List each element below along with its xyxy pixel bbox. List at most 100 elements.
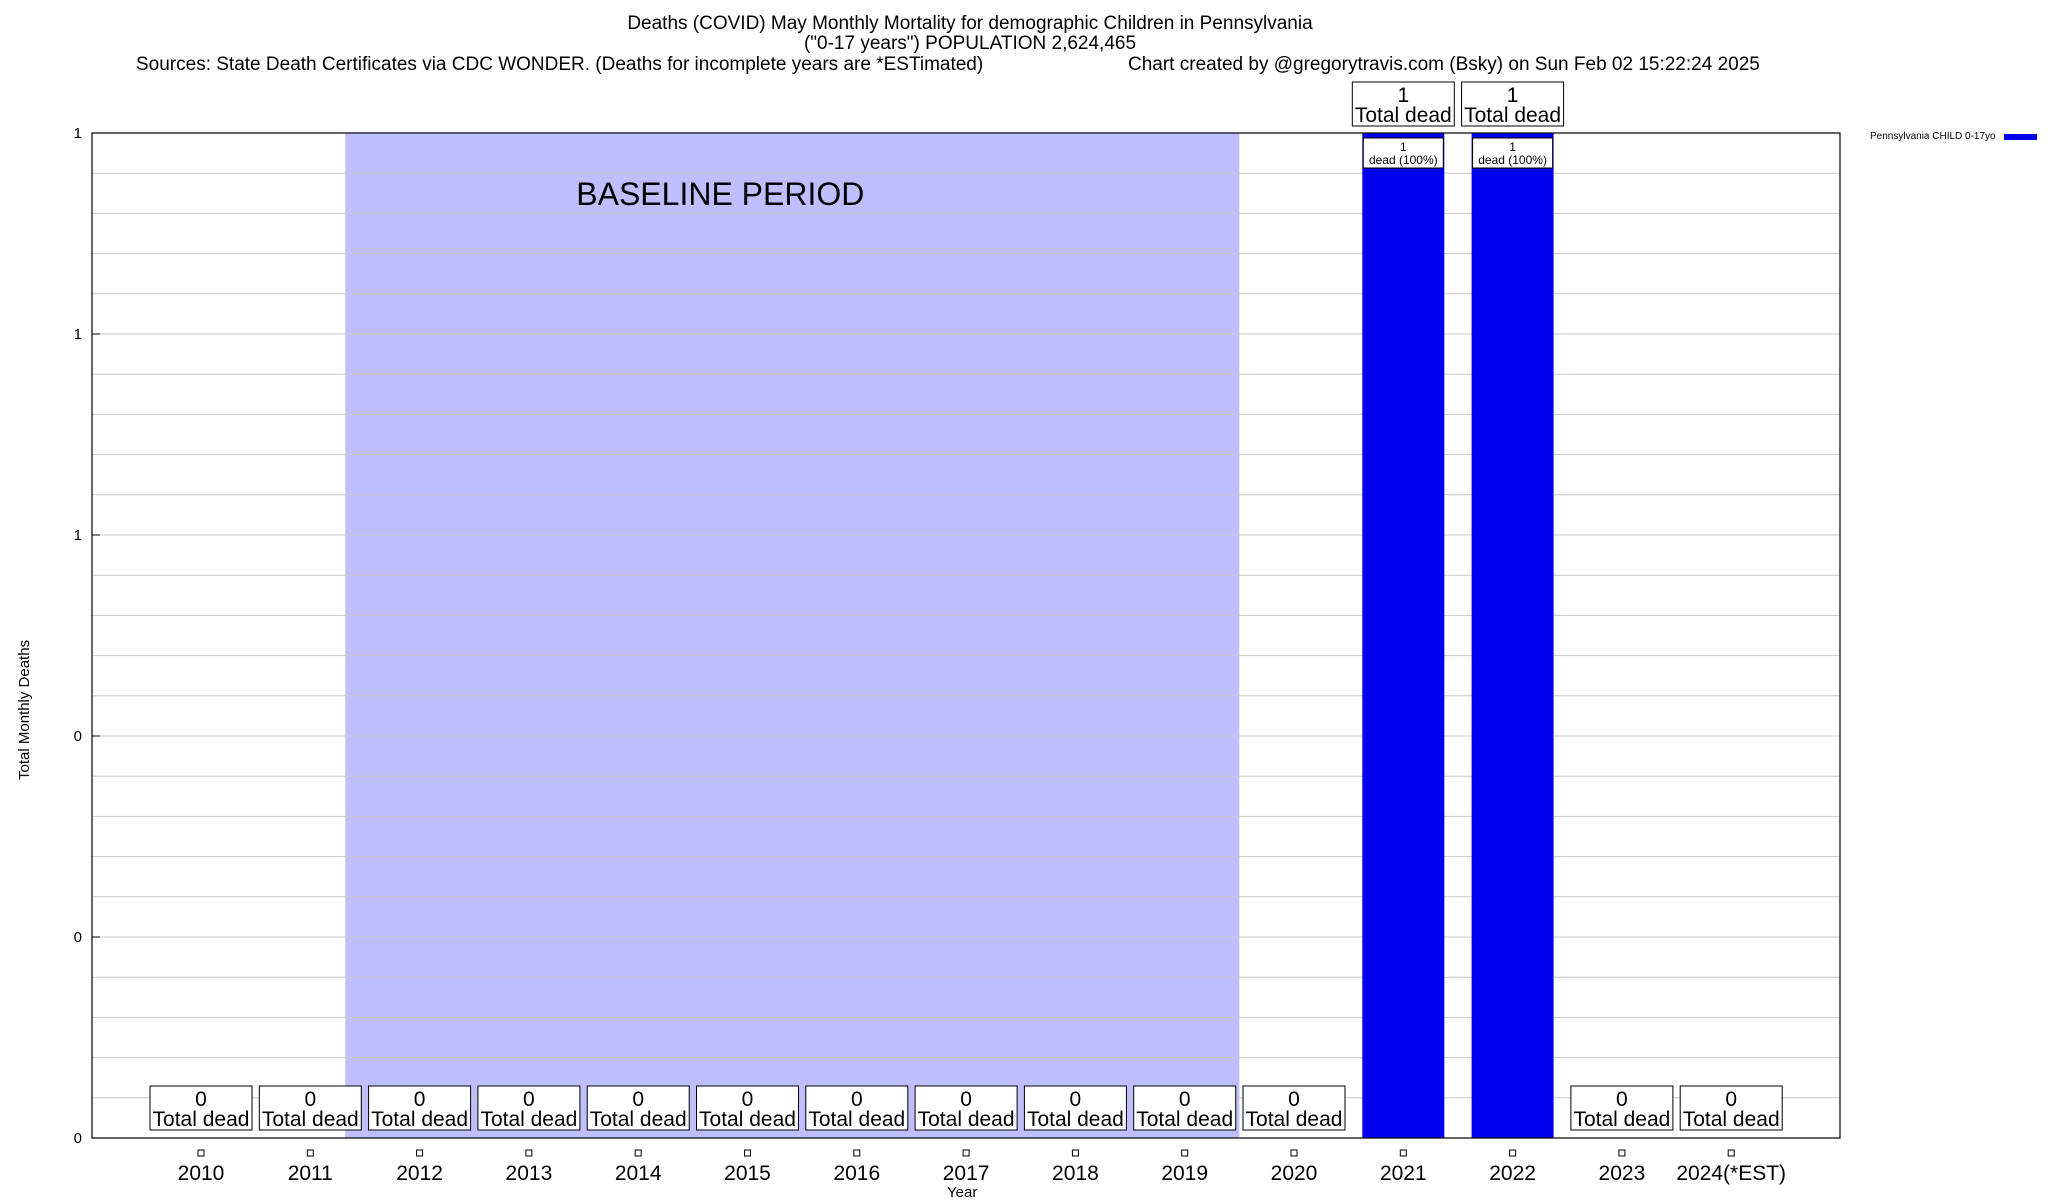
zero-marker	[1509, 1149, 1517, 1157]
zero-marker	[416, 1149, 424, 1157]
total-label-text: Total dead	[699, 1108, 796, 1131]
total-label-box	[1242, 1085, 1346, 1131]
x-tick-label: 2023	[1599, 1162, 1646, 1185]
x-tick-label: 2016	[833, 1162, 880, 1185]
zero-marker	[1071, 1149, 1079, 1157]
total-label-value: 1	[1397, 84, 1409, 107]
total-label-value: 0	[632, 1088, 644, 1111]
total-label-text: Total dead	[1136, 1108, 1233, 1131]
bar	[1362, 133, 1445, 1138]
chart-title: Deaths (COVID) May Monthly Mortality for…	[627, 13, 1313, 34]
x-tick-label: 2011	[288, 1162, 333, 1185]
y-tick-label: 0	[74, 728, 82, 745]
total-label-box	[914, 1085, 1018, 1131]
x-tick-label: 2017	[943, 1162, 990, 1185]
zero-marker	[197, 1149, 205, 1157]
zero-marker	[306, 1149, 314, 1157]
bar-inner-label-box	[1362, 137, 1444, 169]
total-label-value: 1	[1507, 84, 1519, 107]
total-label-value: 0	[1179, 1088, 1191, 1111]
baseline-period-label: BASELINE PERIOD	[576, 176, 864, 212]
y-tick-label: 1	[74, 527, 82, 544]
bar-inner-label-count: 1	[1400, 140, 1407, 154]
bar	[1471, 133, 1554, 1138]
x-tick-label: 2015	[724, 1162, 771, 1185]
x-tick-label: 2021	[1380, 1162, 1427, 1185]
total-label-value: 0	[195, 1088, 207, 1111]
baseline-period-band	[345, 133, 1240, 1138]
legend: Pennsylvania CHILD 0-17yo	[1870, 131, 2037, 142]
x-tick-label: 2022	[1489, 1162, 1536, 1185]
zero-marker	[1181, 1149, 1189, 1157]
zero-marker	[744, 1149, 751, 1157]
zero-marker	[1290, 1149, 1298, 1157]
legend-swatch	[2003, 133, 2037, 140]
total-label-box	[1023, 1085, 1127, 1131]
x-tick-label: 2010	[178, 1162, 225, 1185]
total-label-box	[1461, 81, 1565, 127]
total-label-value: 0	[523, 1088, 535, 1111]
chart-credit: Chart created by @gregorytravis.com (Bsk…	[1128, 54, 1760, 75]
y-tick-label: 1	[74, 326, 82, 343]
total-label-text: Total dead	[918, 1108, 1015, 1131]
total-label-text: Total dead	[1355, 104, 1452, 127]
total-label-box	[368, 1085, 472, 1131]
zero-marker	[1399, 1149, 1407, 1157]
y-tick-label: 1	[74, 125, 82, 142]
total-label-text: Total dead	[808, 1108, 905, 1131]
total-label-value: 0	[1725, 1088, 1737, 1111]
x-tick-label: 2019	[1161, 1162, 1208, 1185]
zero-marker	[853, 1149, 861, 1157]
zero-marker	[634, 1149, 642, 1157]
bar-inner-label-count: 1	[1509, 140, 1516, 154]
total-label-text: Total dead	[262, 1108, 359, 1131]
x-axis-label: Year	[947, 1184, 978, 1201]
x-tick-label: 2024(*EST)	[1676, 1162, 1786, 1185]
legend-entry-label: Pennsylvania CHILD 0-17yo	[1870, 131, 1996, 142]
zero-marker	[1727, 1149, 1735, 1157]
total-label-box	[1570, 1085, 1674, 1131]
chart-sources: Sources: State Death Certificates via CD…	[136, 54, 984, 75]
y-tick-label: 0	[74, 929, 82, 946]
x-tick-label: 2014	[615, 1162, 662, 1185]
total-label-value: 0	[1616, 1088, 1628, 1111]
total-label-value: 0	[851, 1088, 863, 1111]
total-label-text: Total dead	[590, 1108, 687, 1131]
x-tick-label: 2012	[396, 1162, 443, 1185]
x-tick-label: 2013	[506, 1162, 553, 1185]
total-label-text: Total dead	[1246, 1108, 1343, 1131]
total-label-box	[1679, 1085, 1783, 1131]
total-label-text: Total dead	[371, 1108, 468, 1131]
total-label-box	[805, 1085, 909, 1131]
x-tick-label: 2020	[1271, 1162, 1318, 1185]
zero-marker	[962, 1149, 970, 1157]
total-label-box	[258, 1085, 362, 1131]
total-label-box	[586, 1085, 690, 1131]
total-label-value: 0	[960, 1088, 972, 1111]
total-label-box	[696, 1085, 799, 1131]
total-label-text: Total dead	[1683, 1108, 1780, 1131]
total-label-box	[1133, 1085, 1237, 1131]
total-label-text: Total dead	[480, 1108, 577, 1131]
total-label-value: 0	[414, 1088, 426, 1111]
bar-inner-label-percent: dead (100%)	[1478, 153, 1547, 167]
total-label-value: 0	[1288, 1088, 1300, 1111]
total-label-box	[149, 1085, 253, 1131]
x-tick-label: 2018	[1052, 1162, 1099, 1185]
total-label-box	[477, 1085, 581, 1131]
total-label-value: 0	[304, 1088, 316, 1111]
chart-subtitle: ("0-17 years") POPULATION 2,624,465	[803, 33, 1137, 54]
total-label-text: Total dead	[1027, 1108, 1124, 1131]
total-label-text: Total dead	[153, 1108, 250, 1131]
plot-frame	[91, 132, 1841, 1139]
bar-inner-label-box	[1472, 137, 1554, 169]
y-tick-label: 0	[74, 1130, 82, 1147]
total-label-text: Total dead	[1573, 1108, 1670, 1131]
total-label-box	[1351, 81, 1455, 127]
zero-marker	[1618, 1149, 1626, 1157]
bar-inner-label-percent: dead (100%)	[1369, 153, 1438, 167]
total-label-value: 0	[742, 1088, 754, 1111]
total-label-value: 0	[1070, 1088, 1082, 1111]
zero-marker	[525, 1149, 533, 1157]
